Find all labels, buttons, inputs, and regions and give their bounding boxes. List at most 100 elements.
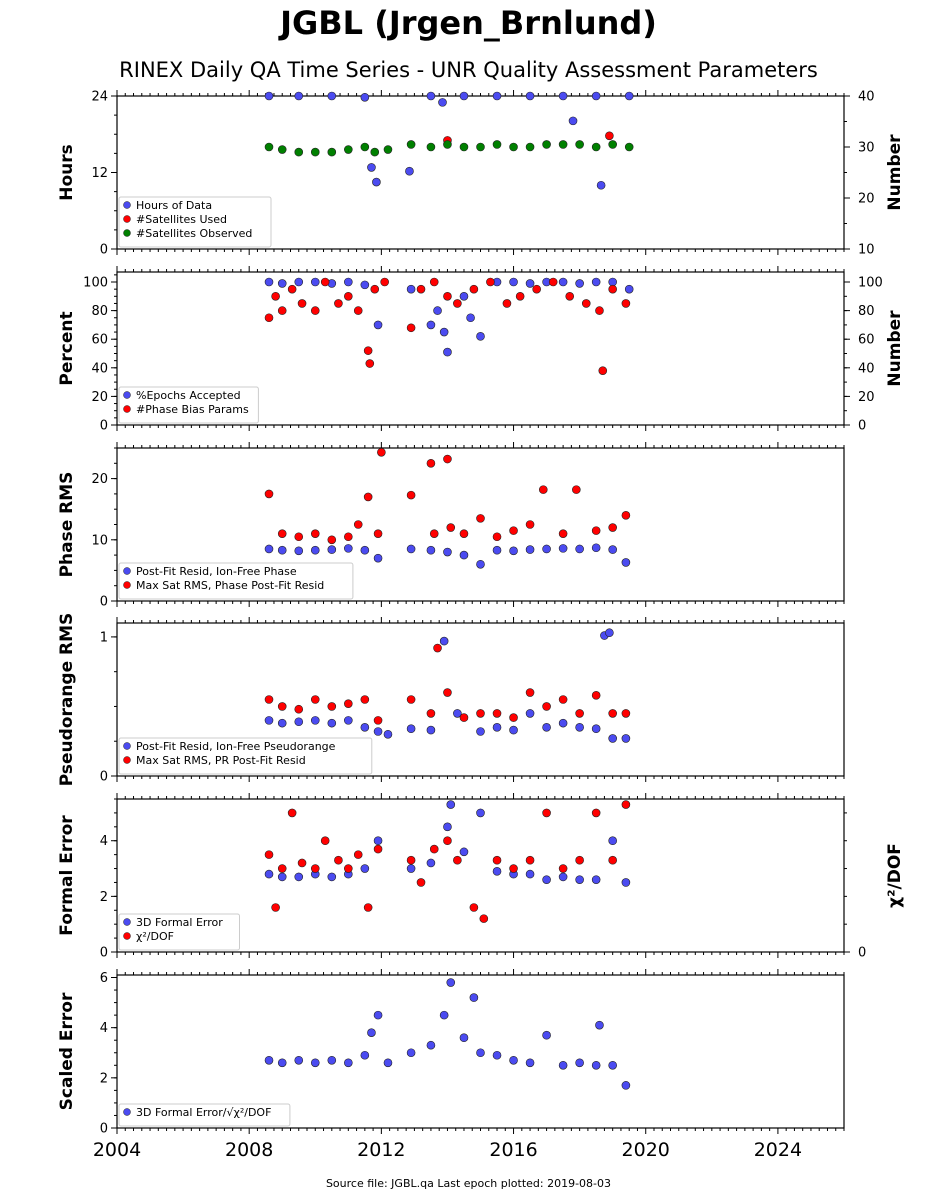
data-point — [373, 1010, 383, 1020]
y-tick-label: 0 — [100, 419, 108, 434]
y-right-tick-label: 10 — [858, 243, 875, 258]
y-right-tick-label: 40 — [858, 90, 875, 105]
data-point — [575, 140, 584, 149]
data-point — [476, 332, 485, 341]
data-point — [277, 529, 287, 538]
data-point — [367, 163, 376, 172]
legend-marker — [123, 391, 131, 399]
data-point — [492, 545, 502, 555]
data-point — [406, 284, 416, 294]
data-point — [327, 702, 337, 711]
data-point — [476, 142, 485, 152]
y-right-tick-label: 60 — [858, 333, 875, 348]
legend-label: %Epochs Accepted — [136, 389, 241, 402]
data-point — [277, 145, 287, 154]
data-point — [372, 177, 381, 187]
data-point — [297, 299, 307, 308]
data-point — [542, 875, 551, 884]
data-point — [598, 366, 608, 375]
data-point — [476, 808, 485, 818]
data-point — [591, 526, 601, 535]
legend-marker — [123, 742, 131, 750]
data-point — [624, 91, 634, 101]
source-note: Source file: JGBL.qa Last epoch plotted:… — [325, 1177, 612, 1190]
data-point — [373, 836, 383, 846]
x-tick-label: 2020 — [622, 1139, 670, 1161]
data-point — [426, 1040, 436, 1050]
legend-label: Max Sat RMS, PR Post-Fit Resid — [136, 754, 306, 767]
data-point — [373, 320, 383, 330]
data-point — [542, 140, 551, 149]
data-point — [525, 142, 535, 152]
data-point — [558, 864, 568, 873]
data-point — [469, 284, 479, 294]
data-point — [310, 695, 320, 704]
y-right-tick-label: 0 — [858, 946, 866, 961]
data-point — [429, 277, 439, 287]
data-point — [595, 1020, 604, 1030]
data-point — [383, 145, 393, 154]
data-point — [310, 545, 320, 555]
data-point — [469, 993, 479, 1002]
data-point — [621, 878, 631, 887]
y-axis-label: Pseudorange RMS — [57, 613, 77, 787]
y-tick-label: 12 — [91, 166, 108, 181]
panel-2: 0 20 40 60 80 100 0 20 40 60 80 100 Percent Number %Ep… — [57, 266, 905, 434]
data-point — [264, 716, 274, 725]
data-point — [406, 864, 416, 873]
data-point — [287, 284, 297, 294]
legend-marker — [123, 201, 131, 209]
data-point — [525, 709, 535, 718]
data-point — [416, 878, 426, 887]
data-point — [426, 858, 436, 868]
data-point — [360, 695, 370, 704]
data-point — [310, 306, 320, 315]
y-axis-label-right: Number — [885, 134, 905, 211]
data-point — [608, 855, 617, 865]
data-point — [443, 347, 452, 357]
data-point — [294, 1055, 304, 1065]
legend-marker — [123, 918, 131, 926]
data-point — [565, 292, 575, 301]
data-point — [509, 526, 518, 535]
data-point — [492, 855, 502, 865]
y-right-tick-label: 0 — [858, 419, 866, 434]
data-point — [327, 535, 337, 545]
legend-marker — [123, 932, 131, 940]
legend-marker — [123, 1108, 131, 1116]
data-point — [327, 718, 337, 728]
data-point — [380, 277, 389, 287]
data-point — [426, 91, 436, 101]
data-point — [608, 284, 617, 294]
data-point — [426, 142, 436, 152]
y-right-tick-label: 20 — [858, 192, 875, 207]
data-point — [443, 688, 452, 697]
y-right-tick-label: 20 — [858, 390, 875, 405]
data-point — [327, 91, 337, 101]
y-tick-label: 0 — [100, 595, 108, 610]
data-point — [344, 699, 353, 708]
data-point — [453, 709, 462, 718]
data-point — [558, 277, 568, 287]
data-point — [621, 1081, 631, 1090]
data-point — [558, 529, 568, 538]
data-point — [344, 864, 353, 873]
data-point — [621, 734, 631, 743]
data-point — [542, 544, 551, 554]
data-point — [459, 142, 469, 152]
data-point — [287, 808, 297, 818]
legend-label: Post-Fit Resid, Ion-Free Phase — [136, 565, 297, 578]
data-point — [509, 546, 518, 556]
data-point — [344, 1058, 353, 1068]
data-point — [621, 709, 631, 718]
legend-label: 3D Formal Error/√χ²/DOF — [136, 1106, 271, 1119]
data-point — [621, 299, 631, 308]
data-point — [406, 855, 416, 865]
legend-label: #Phase Bias Params — [136, 403, 249, 416]
data-point — [406, 724, 416, 734]
data-point — [406, 140, 416, 149]
data-point — [360, 92, 370, 102]
data-point — [568, 116, 578, 126]
